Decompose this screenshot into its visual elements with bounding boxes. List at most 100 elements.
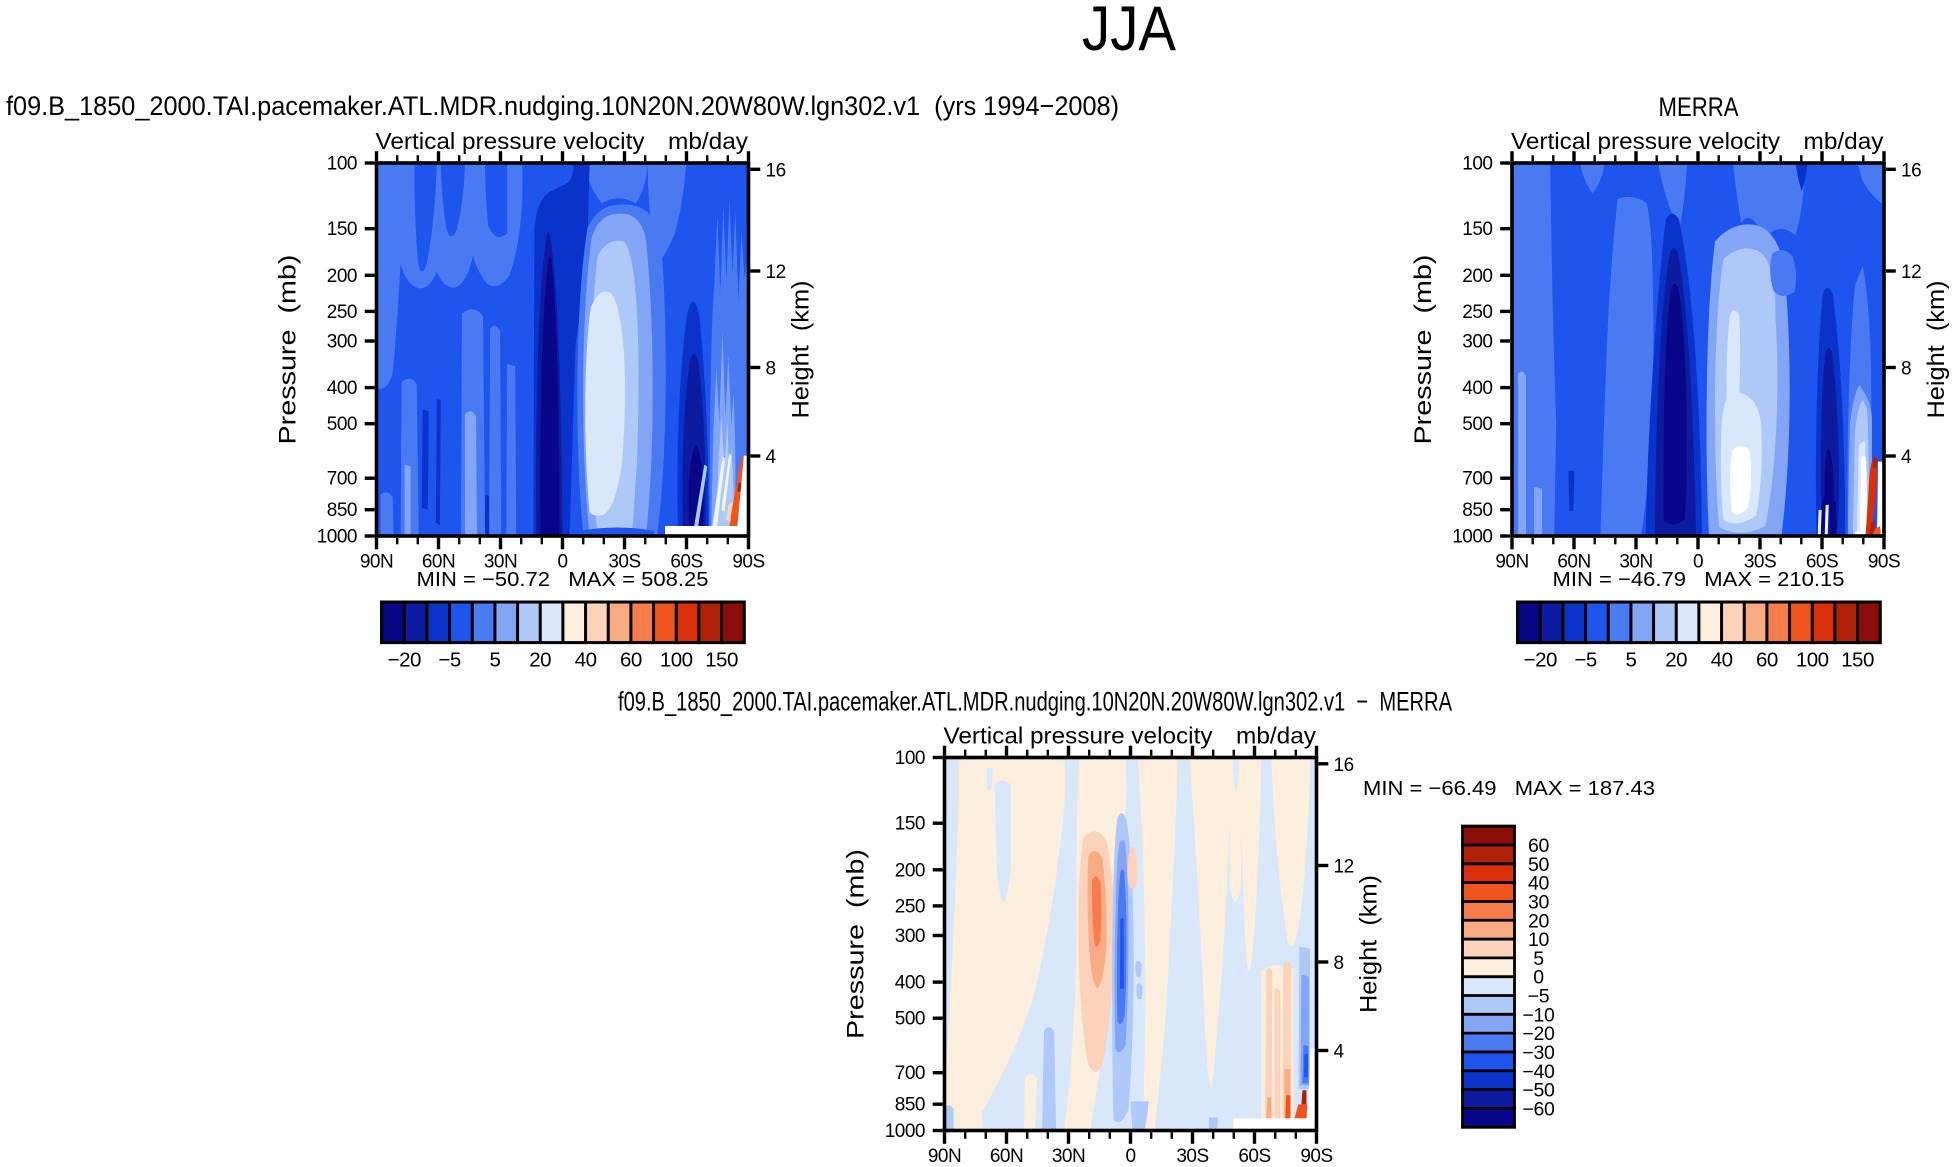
svg-text:850: 850 [895, 1095, 925, 1116]
svg-text:40: 40 [1711, 649, 1733, 672]
svg-text:4: 4 [1334, 1042, 1345, 1063]
svg-text:mb/day: mb/day [668, 128, 749, 154]
svg-text:8: 8 [1334, 953, 1344, 974]
svg-text:250: 250 [1462, 302, 1492, 323]
svg-text:200: 200 [1462, 266, 1492, 287]
svg-text:30S: 30S [1176, 1146, 1208, 1167]
svg-text:400: 400 [895, 973, 925, 994]
svg-text:MERRA: MERRA [1659, 92, 1739, 122]
svg-text:30N: 30N [1052, 1146, 1085, 1167]
svg-text:500: 500 [895, 1009, 925, 1030]
svg-text:5: 5 [489, 649, 500, 672]
svg-text:16: 16 [766, 160, 786, 181]
svg-text:MIN = −66.49 MAX = 187.43: MIN = −66.49 MAX = 187.43 [1363, 777, 1655, 800]
svg-text:850: 850 [1462, 500, 1492, 521]
svg-text:Height (km): Height (km) [788, 281, 815, 419]
svg-text:300: 300 [1462, 332, 1492, 353]
svg-text:60S: 60S [1238, 1146, 1270, 1167]
svg-text:400: 400 [327, 378, 357, 399]
svg-text:150: 150 [327, 219, 357, 240]
svg-text:30N: 30N [484, 551, 517, 572]
svg-text:0: 0 [1533, 967, 1544, 989]
svg-text:90S: 90S [1868, 551, 1900, 572]
svg-text:60: 60 [1756, 649, 1778, 672]
svg-text:50: 50 [1528, 854, 1550, 876]
svg-text:300: 300 [327, 332, 357, 353]
svg-text:−20: −20 [388, 649, 421, 672]
svg-text:150: 150 [705, 649, 738, 672]
svg-text:30: 30 [1528, 892, 1550, 914]
svg-text:Height (km): Height (km) [1356, 875, 1383, 1013]
svg-text:100: 100 [660, 649, 693, 672]
svg-text:Height (km): Height (km) [1923, 281, 1950, 419]
svg-text:12: 12 [1334, 857, 1354, 878]
svg-text:Pressure (mb): Pressure (mb) [1410, 255, 1437, 445]
svg-text:40: 40 [575, 649, 597, 672]
svg-text:250: 250 [895, 896, 925, 917]
svg-text:20: 20 [1665, 649, 1687, 672]
svg-text:100: 100 [327, 154, 357, 175]
svg-text:16: 16 [1901, 160, 1921, 181]
svg-text:MIN = −50.72 MAX = 508.25: MIN = −50.72 MAX = 508.25 [417, 568, 709, 591]
svg-text:5: 5 [1533, 948, 1544, 970]
svg-text:1000: 1000 [1452, 527, 1492, 548]
svg-text:Vertical pressure velocity: Vertical pressure velocity [1511, 128, 1781, 154]
svg-text:16: 16 [1334, 755, 1354, 776]
svg-text:500: 500 [327, 414, 357, 435]
svg-text:60N: 60N [422, 551, 455, 572]
svg-text:300: 300 [895, 926, 925, 947]
svg-text:60N: 60N [1557, 551, 1590, 572]
svg-text:200: 200 [327, 266, 357, 287]
svg-text:0: 0 [1693, 551, 1703, 572]
svg-text:Pressure (mb): Pressure (mb) [843, 849, 870, 1039]
svg-text:12: 12 [766, 262, 786, 283]
svg-text:−60: −60 [1522, 1098, 1555, 1120]
svg-text:4: 4 [766, 447, 777, 468]
svg-text:700: 700 [327, 469, 357, 490]
svg-text:f09.B_1850_2000.TAI.pacemaker.: f09.B_1850_2000.TAI.pacemaker.ATL.MDR.nu… [618, 687, 1452, 717]
svg-text:250: 250 [327, 302, 357, 323]
svg-text:0: 0 [1125, 1146, 1135, 1167]
svg-text:8: 8 [1901, 359, 1911, 380]
svg-text:4: 4 [1901, 447, 1912, 468]
svg-text:−10: −10 [1522, 1004, 1555, 1026]
svg-text:f09.B_1850_2000.TAI.pacemaker.: f09.B_1850_2000.TAI.pacemaker.ATL.MDR.nu… [6, 91, 1119, 121]
svg-text:10: 10 [1528, 929, 1550, 951]
svg-text:30S: 30S [1744, 551, 1776, 572]
svg-text:1000: 1000 [885, 1121, 925, 1142]
svg-text:8: 8 [766, 359, 776, 380]
svg-text:20: 20 [529, 649, 551, 672]
svg-text:0: 0 [557, 551, 567, 572]
svg-text:1000: 1000 [317, 527, 357, 548]
svg-text:Vertical pressure velocity: Vertical pressure velocity [944, 723, 1214, 749]
svg-text:60: 60 [620, 649, 642, 672]
svg-text:−5: −5 [438, 649, 460, 672]
svg-text:mb/day: mb/day [1804, 128, 1885, 154]
svg-text:90S: 90S [1300, 1146, 1332, 1167]
svg-text:90N: 90N [360, 551, 393, 572]
svg-text:12: 12 [1901, 262, 1921, 283]
svg-text:850: 850 [327, 500, 357, 521]
svg-text:−20: −20 [1522, 1023, 1555, 1045]
svg-text:90N: 90N [928, 1146, 961, 1167]
svg-text:−5: −5 [1574, 649, 1596, 672]
svg-text:−50: −50 [1522, 1080, 1555, 1102]
svg-text:100: 100 [1462, 154, 1492, 175]
svg-text:5: 5 [1625, 649, 1636, 672]
svg-text:90N: 90N [1495, 551, 1528, 572]
svg-text:Vertical pressure velocity: Vertical pressure velocity [376, 128, 646, 154]
svg-text:150: 150 [1462, 219, 1492, 240]
svg-text:400: 400 [1462, 378, 1492, 399]
svg-text:40: 40 [1528, 873, 1550, 895]
svg-text:150: 150 [895, 814, 925, 835]
svg-text:30N: 30N [1619, 551, 1652, 572]
svg-text:100: 100 [895, 748, 925, 769]
svg-text:−40: −40 [1522, 1061, 1555, 1083]
svg-text:60N: 60N [990, 1146, 1023, 1167]
svg-text:100: 100 [1796, 649, 1829, 672]
svg-text:60S: 60S [670, 551, 702, 572]
svg-text:−20: −20 [1524, 649, 1557, 672]
svg-text:60: 60 [1528, 835, 1550, 857]
svg-text:−5: −5 [1528, 986, 1550, 1008]
svg-text:700: 700 [1462, 469, 1492, 490]
